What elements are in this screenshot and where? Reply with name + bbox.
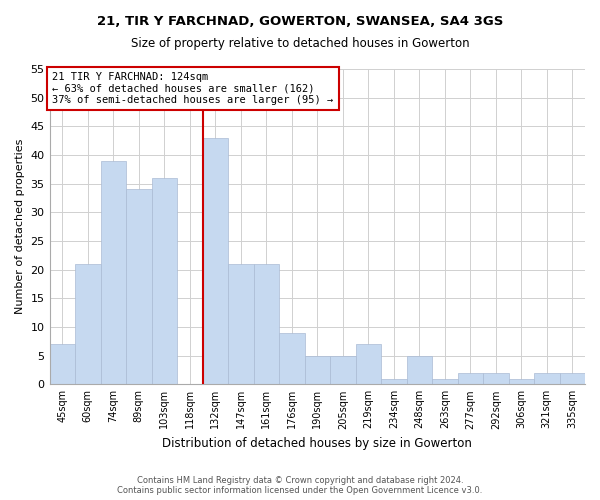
- Text: 21 TIR Y FARCHNAD: 124sqm
← 63% of detached houses are smaller (162)
37% of semi: 21 TIR Y FARCHNAD: 124sqm ← 63% of detac…: [52, 72, 334, 105]
- Bar: [509, 378, 534, 384]
- Text: Contains HM Land Registry data © Crown copyright and database right 2024.
Contai: Contains HM Land Registry data © Crown c…: [118, 476, 482, 495]
- Bar: [101, 160, 126, 384]
- Bar: [407, 356, 432, 384]
- Bar: [228, 264, 254, 384]
- Bar: [458, 373, 483, 384]
- Bar: [75, 264, 101, 384]
- Bar: [152, 178, 177, 384]
- Y-axis label: Number of detached properties: Number of detached properties: [15, 139, 25, 314]
- Bar: [534, 373, 560, 384]
- Bar: [483, 373, 509, 384]
- X-axis label: Distribution of detached houses by size in Gowerton: Distribution of detached houses by size …: [163, 437, 472, 450]
- Bar: [279, 332, 305, 384]
- Bar: [560, 373, 585, 384]
- Text: Size of property relative to detached houses in Gowerton: Size of property relative to detached ho…: [131, 38, 469, 51]
- Bar: [305, 356, 330, 384]
- Bar: [356, 344, 381, 385]
- Bar: [254, 264, 279, 384]
- Bar: [432, 378, 458, 384]
- Bar: [330, 356, 356, 384]
- Text: 21, TIR Y FARCHNAD, GOWERTON, SWANSEA, SA4 3GS: 21, TIR Y FARCHNAD, GOWERTON, SWANSEA, S…: [97, 15, 503, 28]
- Bar: [203, 138, 228, 384]
- Bar: [126, 190, 152, 384]
- Bar: [381, 378, 407, 384]
- Bar: [50, 344, 75, 385]
